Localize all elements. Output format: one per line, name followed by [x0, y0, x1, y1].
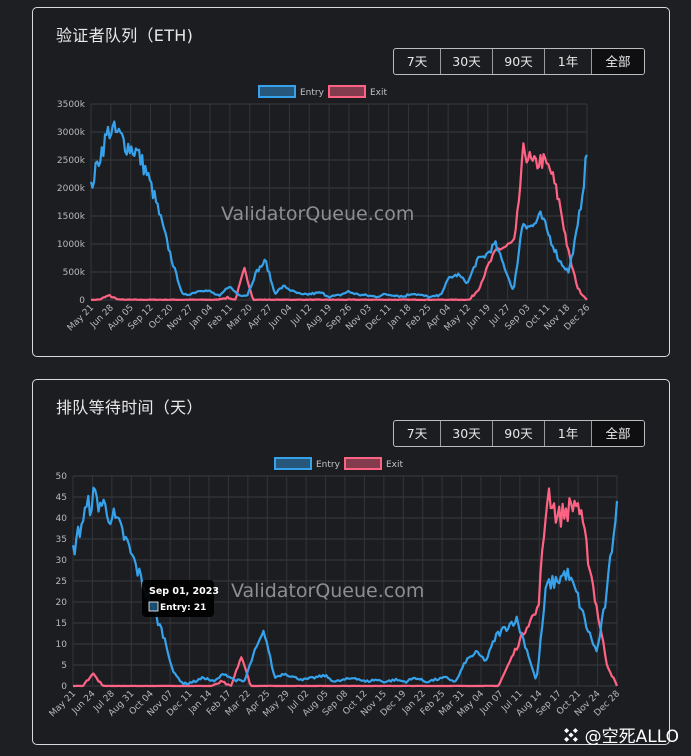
range-90d-button[interactable]: 90天 [493, 49, 545, 74]
range-90d-button[interactable]: 90天 [493, 421, 545, 446]
queue-size-chart: Entry Exit 3500k 3000k 2500k 2000k 1500k 1000k 5… [57, 85, 592, 333]
panel-title: 排队等待时间（天） [56, 398, 203, 417]
validator-queue-panel: 验证者队列（ETH) 7天 30天 90天 1年 全部 Entry Exit 350… [32, 7, 670, 357]
y-tick-label: 3000k [57, 128, 86, 138]
legend-label-entry[interactable]: Entry [300, 88, 325, 98]
range-all-button[interactable]: 全部 [592, 421, 644, 446]
y-tick-label: 1000k [57, 240, 86, 250]
series-line-exit[interactable] [73, 487, 619, 688]
y-tick-label: 30 [56, 556, 68, 566]
y-tick-label: 50 [56, 472, 68, 482]
legend: Entry Exit [258, 85, 388, 98]
y-tick-label: 20 [56, 598, 68, 608]
footer-watermark: @空死ALLO [561, 722, 679, 747]
tooltip-swatch [148, 601, 159, 612]
y-tick-label: 3500k [57, 100, 86, 110]
y-tick-label: 45 [56, 493, 67, 503]
legend-swatch-exit[interactable] [328, 85, 366, 98]
legend-label-entry[interactable]: Entry [316, 460, 341, 470]
y-tick-label: 0 [79, 296, 85, 306]
grid [90, 103, 588, 301]
legend-swatch-entry[interactable] [274, 457, 312, 470]
y-tick-label: 40 [56, 514, 68, 524]
series-line-entry[interactable] [71, 486, 619, 686]
range-7d-button[interactable]: 7天 [394, 49, 441, 74]
y-tick-label: 500k [63, 268, 86, 278]
range-selector: 7天 30天 90天 1年 全部 [393, 420, 645, 447]
range-30d-button[interactable]: 30天 [441, 49, 493, 74]
tooltip-value: Entry: 21 [160, 603, 206, 613]
y-tick-label: 15 [56, 619, 67, 629]
y-tick-label: 2000k [57, 184, 86, 194]
y-tick-label: 25 [56, 577, 67, 587]
legend-swatch-exit[interactable] [344, 457, 382, 470]
watermark: ValidatorQueue.com [221, 203, 414, 225]
range-all-button[interactable]: 全部 [592, 49, 644, 74]
panel-title: 验证者队列（ETH) [56, 26, 194, 45]
y-tick-label: 1500k [57, 212, 86, 222]
y-tick-label: 0 [61, 682, 67, 692]
series-line-entry[interactable] [89, 120, 588, 299]
y-tick-label: 10 [56, 640, 68, 650]
tooltip-date: Sep 01, 2023 [149, 586, 219, 597]
legend-label-exit[interactable]: Exit [386, 460, 404, 470]
legend-label-exit[interactable]: Exit [370, 88, 388, 98]
legend: Entry Exit [274, 457, 404, 470]
legend-swatch-entry[interactable] [258, 85, 296, 98]
y-tick-label: 5 [61, 661, 67, 671]
range-1y-button[interactable]: 1年 [545, 49, 592, 74]
y-tick-label: 35 [56, 535, 67, 545]
tooltip-box [142, 580, 214, 617]
range-1y-button[interactable]: 1年 [545, 421, 592, 446]
series-line-exit[interactable] [90, 142, 588, 302]
x-tick-label: May 21 [66, 303, 96, 333]
y-tick-label: 2500k [57, 156, 86, 166]
footer-handle: @空死ALLO [584, 727, 679, 747]
range-selector: 7天 30天 90天 1年 全部 [393, 48, 645, 75]
watermark: ValidatorQueue.com [231, 580, 424, 602]
binance-logo-icon [563, 727, 578, 742]
x-tick-label: May 21 [48, 689, 78, 719]
tooltip: Sep 01, 2023 Entry: 21 [142, 580, 219, 617]
wait-time-panel: 排队等待时间（天） 7天 30天 90天 1年 全部 Entry Exit 50 45… [32, 379, 670, 745]
range-30d-button[interactable]: 30天 [441, 421, 493, 446]
range-7d-button[interactable]: 7天 [394, 421, 441, 446]
